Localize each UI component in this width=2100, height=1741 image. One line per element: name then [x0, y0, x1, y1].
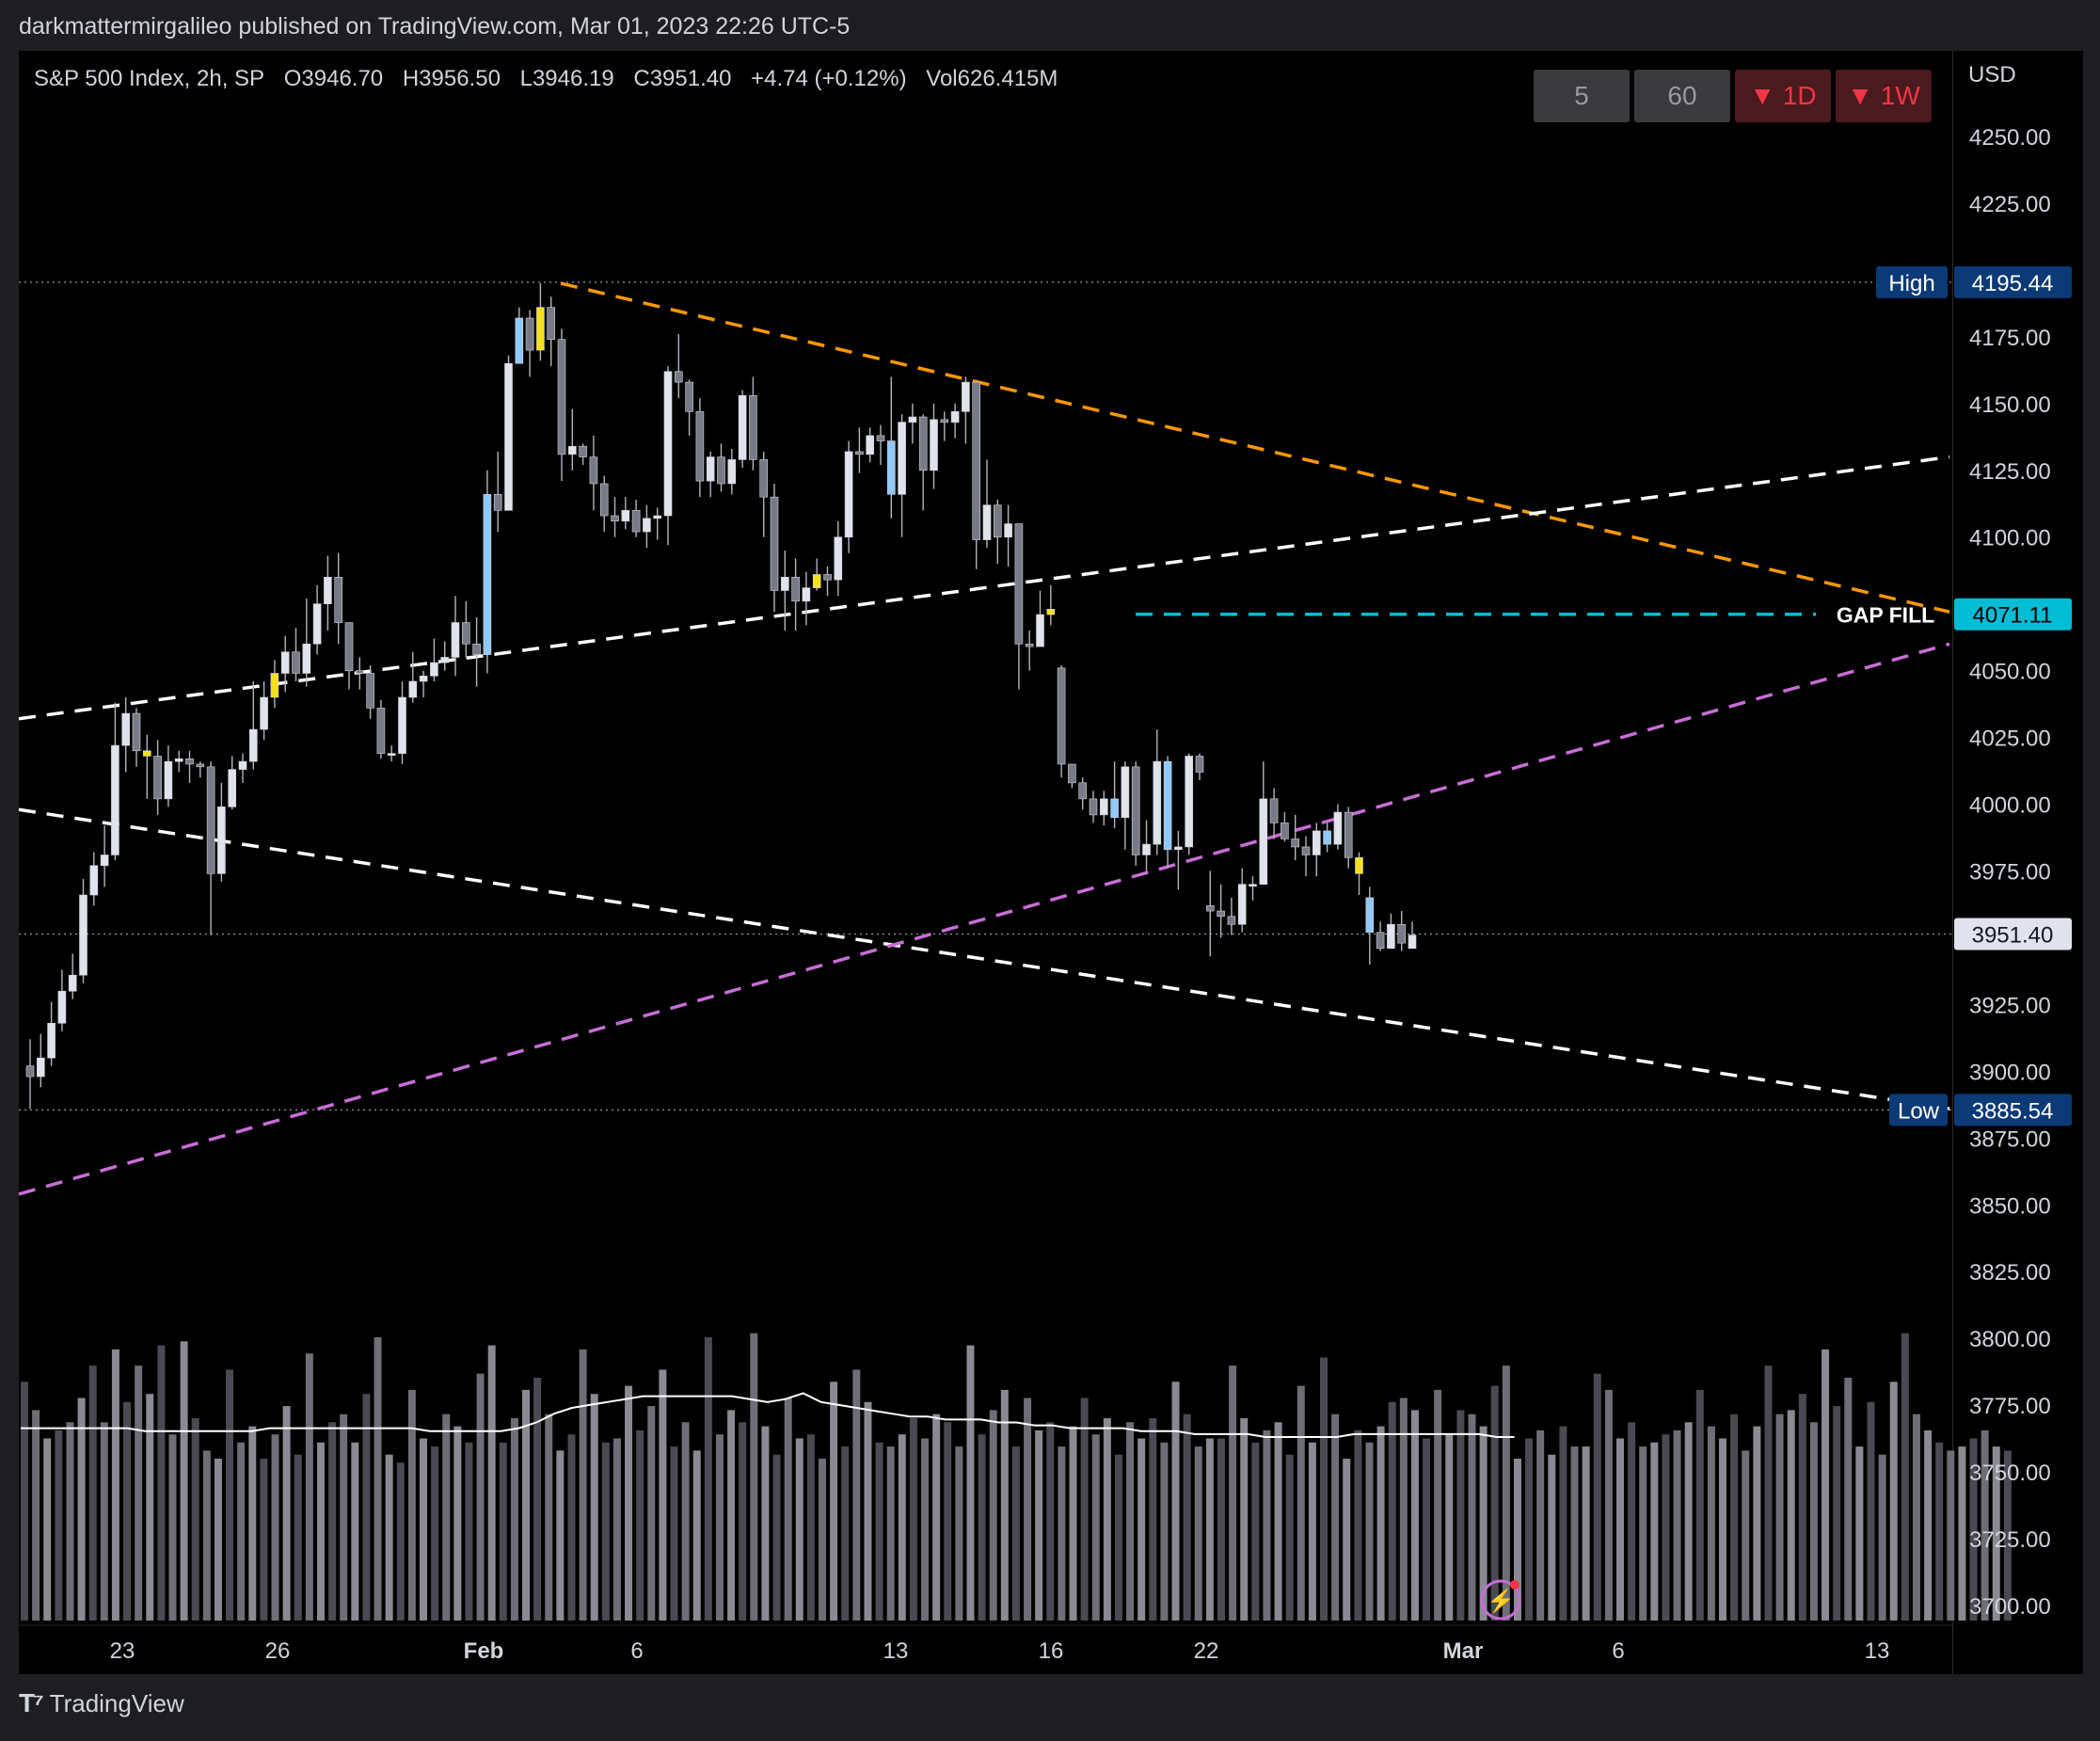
legend-open: O3946.70 [283, 66, 384, 91]
top-bar: darkmattermirgalileo published on Tradin… [0, 0, 2100, 51]
legend-volume: Vol626.415M [926, 66, 1058, 91]
chart-area[interactable] [19, 51, 1959, 1674]
legend-change: +4.74 (+0.12%) [751, 66, 907, 91]
footer-brand[interactable]: TradingView [49, 1688, 184, 1717]
currency-label: USD [1968, 62, 2016, 88]
publisher-line: darkmattermirgalileo published on Tradin… [19, 13, 851, 40]
legend-high: H3956.50 [402, 66, 501, 91]
legend-symbol[interactable]: S&P 500 Index, 2h, SP [34, 66, 265, 91]
symbol-legend: S&P 500 Index, 2h, SP O3946.70 H3956.50 … [34, 66, 1071, 92]
price-axis-panel[interactable] [1952, 51, 2083, 1674]
timeframe-60-button[interactable]: 60 [1634, 70, 1730, 122]
legend-close: C3951.40 [633, 66, 732, 91]
timeframe-1w-button[interactable]: ▼ 1W [1836, 70, 1932, 122]
tradingview-logo-icon: T⁷ [19, 1688, 44, 1717]
footer: T⁷ TradingView [19, 1688, 184, 1718]
timeframe-1d-button[interactable]: ▼ 1D [1735, 70, 1831, 122]
timeframe-5-button[interactable]: 5 [1534, 70, 1630, 122]
legend-low: L3946.19 [519, 66, 614, 91]
